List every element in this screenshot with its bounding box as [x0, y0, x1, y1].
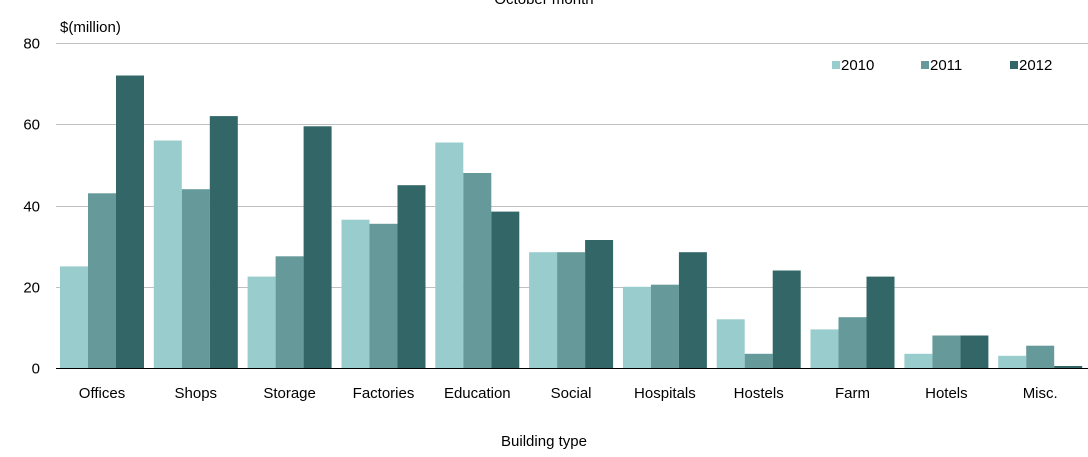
- bar-2011-farm: [838, 317, 867, 368]
- bar-2012-misc: [1054, 366, 1083, 368]
- legend-swatch: [921, 61, 929, 69]
- bar-2012-hostels: [772, 270, 801, 368]
- x-tick-label: Hostels: [734, 385, 784, 402]
- bar-2011-misc: [1026, 345, 1055, 368]
- y-tick-label: 80: [23, 36, 40, 53]
- axes: 0 20 40 60 80 Offices Shops Storage Factories Edu…: [23, 36, 1088, 402]
- bar-2010-social: [529, 252, 558, 368]
- bar-2010-farm: [810, 329, 839, 368]
- bar-2010-shops: [153, 140, 182, 368]
- x-tick-label: Misc.: [1023, 385, 1058, 402]
- legend: 2010 2011 2012: [832, 57, 1052, 74]
- bar-2011-hotels: [932, 335, 961, 368]
- bar-2012-storage: [303, 126, 332, 368]
- bar-2012-social: [585, 240, 614, 368]
- bar-2011-hostels: [744, 353, 773, 368]
- bar-2012-farm: [866, 276, 895, 368]
- x-tick-label: Shops: [175, 385, 218, 402]
- chart-title: October month: [494, 0, 593, 8]
- bar-2010-misc: [998, 355, 1027, 368]
- bar-2011-social: [557, 252, 586, 368]
- x-tick-label: Education: [444, 385, 511, 402]
- bar-2012-shops: [209, 116, 238, 368]
- bar-2011-hospitals: [650, 284, 679, 368]
- y-tick-label: 60: [23, 117, 40, 134]
- x-tick-label: Offices: [79, 385, 125, 402]
- x-tick-label: Storage: [263, 385, 316, 402]
- legend-swatch: [832, 61, 840, 69]
- bar-2010-offices: [60, 266, 88, 368]
- bar-2012-education: [491, 211, 520, 368]
- legend-swatch: [1010, 61, 1018, 69]
- x-tick-label: Hotels: [925, 385, 968, 402]
- legend-label: 2010: [841, 57, 874, 74]
- y-tick-label: 0: [32, 361, 40, 378]
- legend-label: 2012: [1019, 57, 1052, 74]
- y-tick-label: 20: [23, 280, 40, 297]
- bar-2010-education: [435, 142, 464, 368]
- x-tick-label: Hospitals: [634, 385, 696, 402]
- bar-2010-hostels: [716, 319, 745, 369]
- y-tick-label: 40: [23, 199, 40, 216]
- bar-2012-factories: [397, 185, 426, 368]
- bar-2011-offices: [88, 193, 116, 368]
- bars: [60, 75, 1083, 369]
- x-tick-label: Farm: [835, 385, 870, 402]
- bar-2012-offices: [116, 75, 144, 368]
- bar-2011-factories: [369, 223, 398, 368]
- x-axis-label: Building type: [501, 433, 587, 450]
- x-tick-label: Social: [551, 385, 592, 402]
- bar-2011-storage: [275, 256, 304, 368]
- bar-2012-hospitals: [678, 252, 707, 368]
- bar-2010-storage: [247, 276, 276, 368]
- bar-2012-hotels: [960, 335, 989, 368]
- y-axis-label: $(million): [60, 19, 121, 36]
- bar-2010-hotels: [904, 353, 933, 368]
- bar-2010-hospitals: [622, 286, 651, 369]
- x-tick-label: Factories: [353, 385, 415, 402]
- bar-2011-education: [463, 173, 492, 368]
- bar-2010-factories: [341, 219, 370, 368]
- bar-2011-shops: [181, 189, 210, 368]
- legend-label: 2011: [930, 57, 962, 74]
